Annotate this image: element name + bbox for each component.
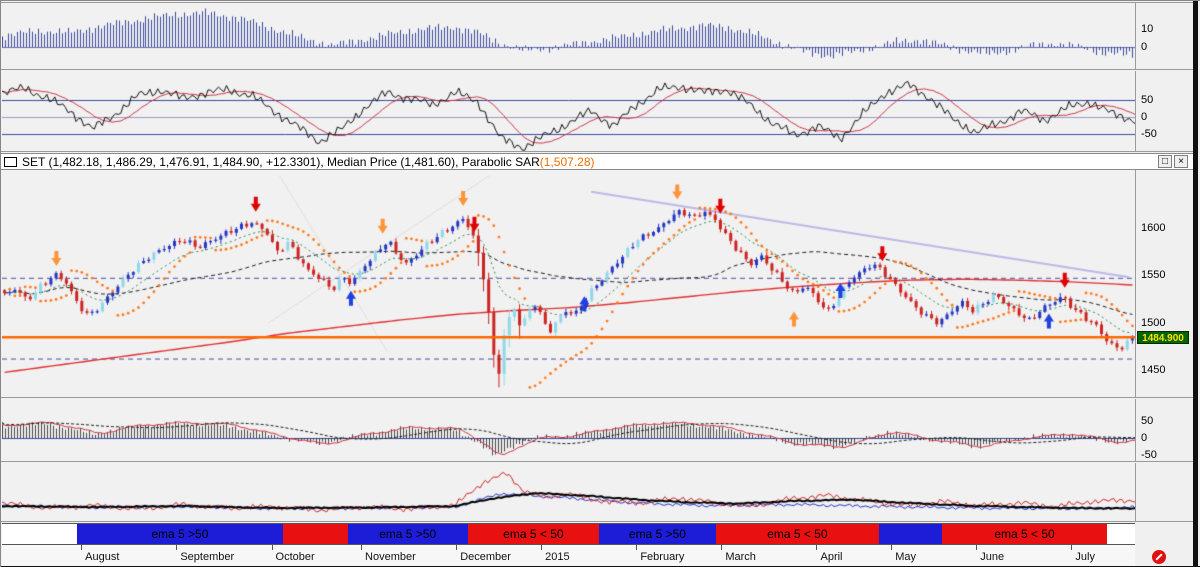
top-histogram-axis: 10 0	[1137, 3, 1191, 69]
month-tick	[271, 545, 273, 550]
ema-ribbon-segment: ema 5 >50	[76, 524, 283, 544]
month-tick	[891, 545, 893, 550]
axis-label: 10	[1141, 23, 1154, 35]
month-label: April	[820, 551, 843, 563]
month-label: July	[1075, 551, 1095, 563]
ema-ribbon-segment	[878, 524, 943, 544]
ema-ribbon-segment: ema 5 >50	[599, 524, 716, 544]
panel-divider	[1, 397, 1193, 398]
month-tick	[636, 545, 638, 550]
ema-ribbon-segment	[282, 524, 348, 544]
ema-ribbon-segment: ema 5 >50	[347, 524, 468, 544]
time-axis: August September October November December 20…	[2, 545, 1135, 566]
axis-label: 1500	[1141, 316, 1166, 329]
axis-label: 1600	[1141, 221, 1166, 234]
month-tick	[541, 545, 543, 550]
last-price-label: 1484.900	[1137, 331, 1189, 345]
window-right-edge	[1193, 1, 1198, 567]
disconnected-status-icon	[1152, 550, 1166, 564]
panel-divider	[1, 69, 1193, 70]
month-tick	[456, 545, 458, 550]
month-tick	[721, 545, 723, 550]
price-panel: 1484.900 1600 1550 1500 1450	[1, 170, 1193, 397]
lower-histogram-canvas[interactable]	[2, 399, 1136, 461]
axis-label: -50	[1141, 449, 1157, 461]
axis-label: 50	[1141, 415, 1154, 427]
month-label: October	[275, 551, 315, 563]
month-tick	[81, 545, 83, 550]
oscillator-canvas[interactable]	[2, 71, 1136, 151]
axis-label: 1550	[1141, 269, 1166, 282]
axis-label: 0	[1141, 111, 1148, 123]
panel-divider	[1, 2, 1193, 3]
month-label: December	[460, 551, 511, 563]
month-label: September	[180, 551, 235, 563]
month-label: 2015	[545, 551, 570, 563]
oscillator-axis: 50 0 -50	[1137, 71, 1191, 151]
month-label: June	[980, 551, 1005, 563]
panel-divider	[1, 521, 1193, 522]
ema-ribbon-segment: ema 5 < 50	[942, 524, 1107, 544]
month-tick	[361, 545, 363, 550]
parabolic-sar-value: (1,507.28)	[539, 154, 595, 169]
month-tick	[816, 545, 818, 550]
close-button[interactable]: ×	[1174, 155, 1188, 168]
chart-title: SET (1,482.18, 1,486.29, 1,476.91, 1,484…	[22, 154, 540, 169]
indicator-panel-oscillator: 50 0 -50	[1, 71, 1193, 151]
month-label: May	[895, 551, 917, 563]
volatility-axis	[1137, 463, 1191, 521]
volatility-panel	[1, 463, 1193, 521]
maximize-button[interactable]: □	[1158, 155, 1172, 168]
top-histogram-canvas[interactable]	[2, 3, 1136, 69]
month-label: March	[725, 551, 756, 563]
axis-label: -50	[1141, 128, 1157, 140]
axis-label: 0	[1141, 41, 1148, 53]
price-chart-canvas[interactable]	[2, 170, 1136, 397]
indicator-panel-top: 10 0	[1, 3, 1193, 69]
panel-divider	[1, 151, 1193, 152]
price-axis: 1484.900 1600 1550 1500 1450	[1137, 170, 1191, 397]
month-tick	[1071, 545, 1073, 550]
month-tick	[176, 545, 178, 550]
panel-divider	[1, 461, 1193, 462]
axis-label: 50	[1141, 94, 1154, 106]
chart-window-icon	[4, 156, 17, 167]
axis-label: 1450	[1141, 364, 1166, 377]
indicator-panel-lower: 50 0 -50	[1, 399, 1193, 461]
month-label: November	[365, 551, 416, 563]
ema-ribbon-segment: ema 5 < 50	[467, 524, 600, 544]
volatility-canvas[interactable]	[2, 463, 1136, 521]
lower-histogram-axis: 50 0 -50	[1137, 399, 1191, 461]
ema-ribbon-segment: ema 5 < 50	[715, 524, 879, 544]
axis-label: 0	[1141, 432, 1148, 444]
month-tick	[976, 545, 978, 550]
month-label: August	[85, 551, 120, 563]
chart-titlebar[interactable]: SET (1,482.18, 1,486.29, 1,476.91, 1,484…	[1, 153, 1193, 170]
month-label: February	[640, 551, 685, 563]
ema-ribbon: ema 5 >50 ema 5 >50 ema 5 < 50 ema 5 >50 ema…	[2, 523, 1135, 545]
